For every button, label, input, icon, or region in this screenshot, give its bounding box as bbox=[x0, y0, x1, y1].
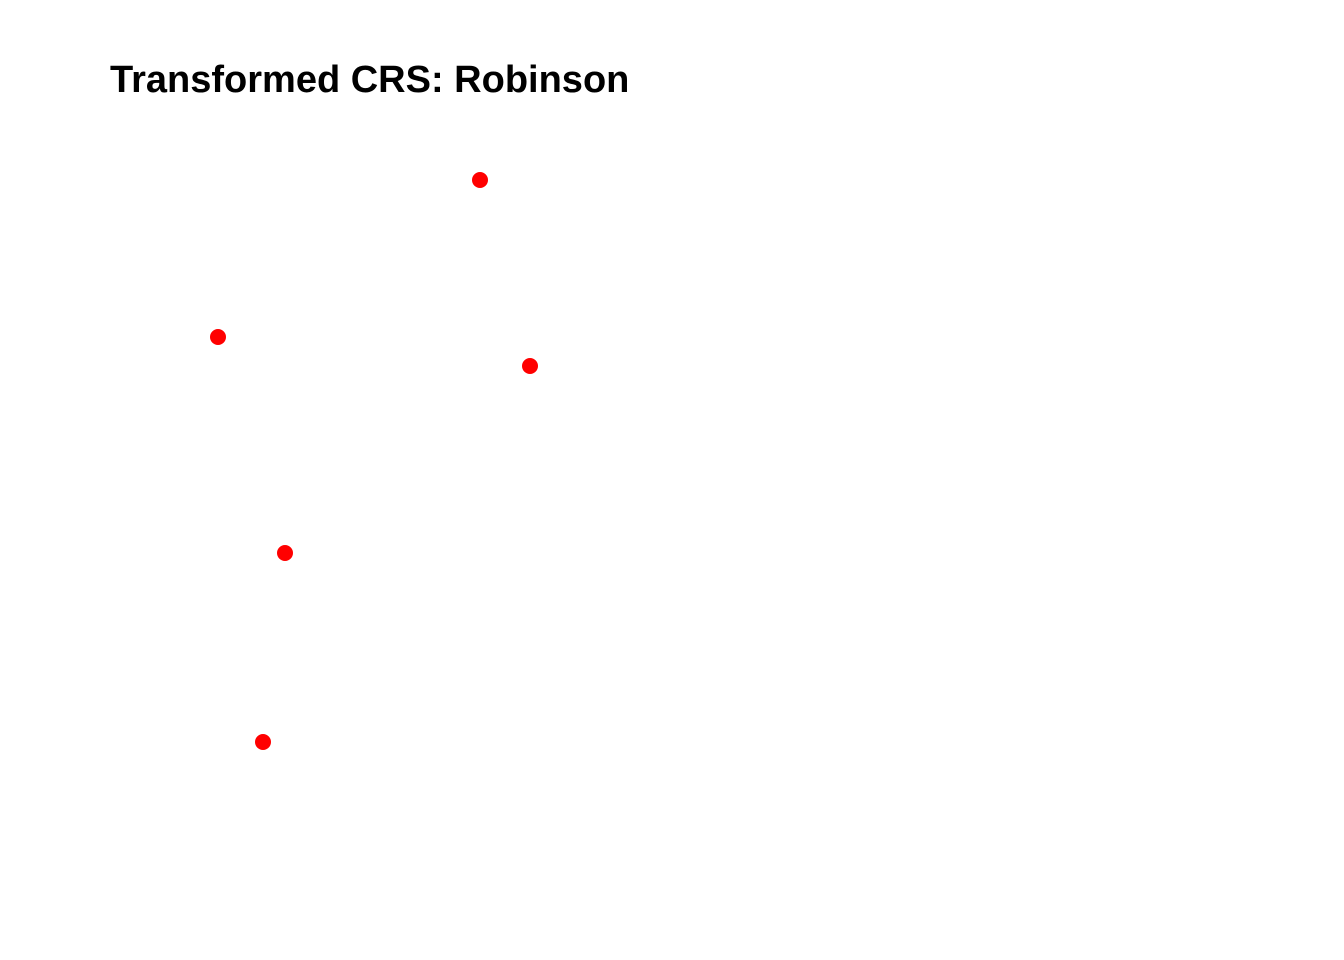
map-point-5 bbox=[255, 734, 271, 750]
map-title: Transformed CRS: Robinson bbox=[110, 59, 630, 101]
map-point-2 bbox=[210, 329, 226, 345]
map-point-1 bbox=[472, 172, 488, 188]
map-point-3 bbox=[522, 358, 538, 374]
map-point-4 bbox=[277, 545, 293, 561]
